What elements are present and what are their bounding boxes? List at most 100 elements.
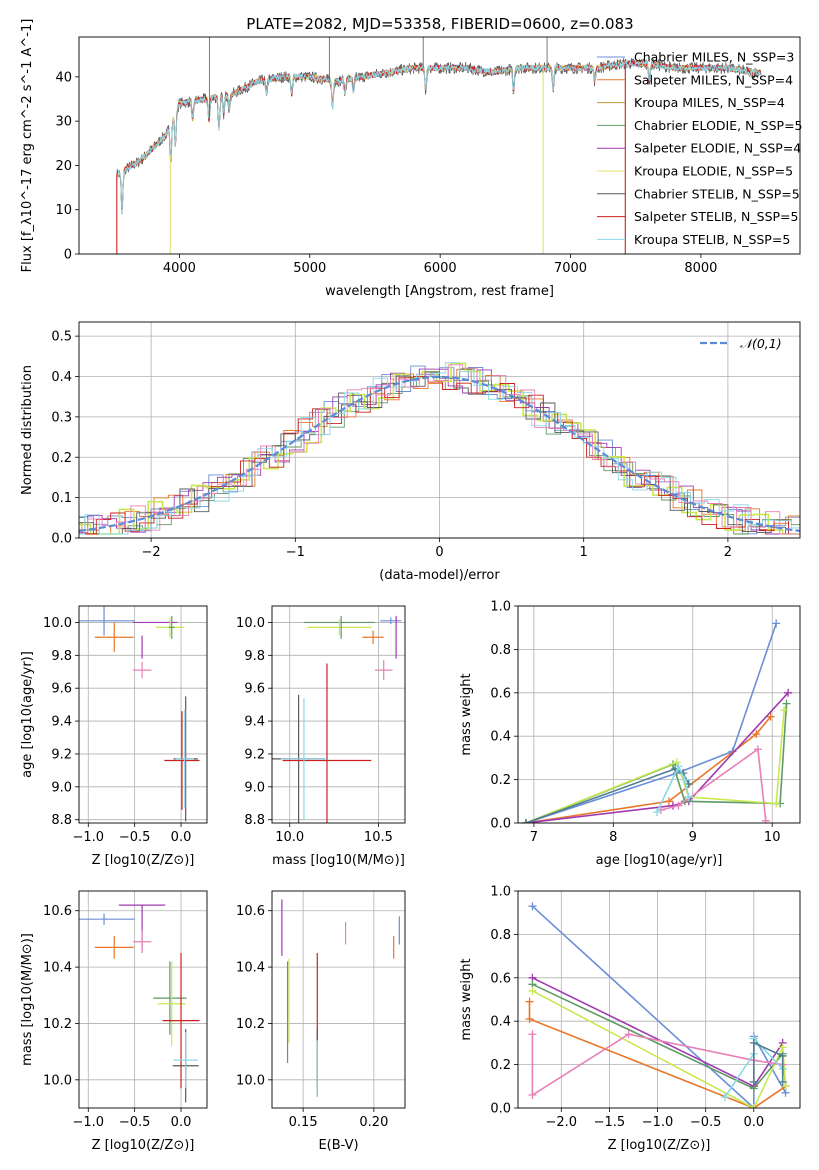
y-tick-label: 40	[55, 70, 72, 85]
y-tick-label: 0.4	[490, 1015, 511, 1030]
plus-marker	[664, 797, 673, 806]
y-tick-label: 0.0	[490, 817, 511, 832]
legend-label: Chabrier ELODIE, N_SSP=5	[634, 118, 803, 133]
residuals-panel: −2 −1 0 1 2 0.0 0.1 0.2 0.3 0.4 0.5 (data-model)/er…	[20, 321, 801, 583]
age-vs-mass-weight-panel: 7 8 9 10 0.0 0.2 0.4 0.6 0.8 1.0 age [log10(age/yr…	[459, 600, 801, 868]
y-tick-label: 0.6	[490, 971, 511, 986]
y-tick-label: 9.2	[244, 747, 265, 762]
residuals-legend: 𝒩(0,1)	[700, 336, 782, 351]
mass-vs-age-panel: 10.0 10.5 8.8 9.0 9.2 9.4 9.6 9.8 10.0 mass [log1…	[236, 605, 406, 868]
axes-frame	[78, 605, 208, 824]
z-vs-age-panel: −1.0 −0.5 0.0 8.8 9.0 9.2 9.4 9.6 9.8 10.0 Z [log1…	[20, 605, 208, 868]
y-tick-label: 0.6	[490, 686, 511, 701]
y-tick-label: 9.0	[51, 780, 72, 795]
plus-marker	[672, 758, 681, 767]
plus-marker	[778, 1077, 787, 1086]
plus-marker	[528, 1030, 537, 1039]
plus-marker	[525, 1015, 534, 1024]
x-tick-label: 1	[580, 545, 588, 560]
x-axis-label: Z [log10(Z/Z⊙)]	[608, 1138, 711, 1153]
histogram-step	[79, 362, 800, 535]
axes-frame	[517, 890, 801, 1109]
spectrum-legend: Chabrier MILES, N_SSP=3 Salpeter MILES, N…	[597, 50, 803, 247]
y-tick-label: 9.8	[244, 649, 265, 664]
y-tick-label: 0.4	[490, 730, 511, 745]
x-tick-label: −0.5	[690, 1115, 722, 1130]
ebv-vs-mass-plot-area	[281, 899, 400, 1097]
y-tick-label: 0.8	[490, 643, 511, 658]
y-tick-label: 0.0	[51, 532, 72, 547]
series-line	[525, 623, 777, 823]
plus-marker	[781, 1082, 790, 1091]
plus-marker	[749, 1038, 758, 1047]
y-tick-label: 8.8	[244, 813, 265, 828]
plus-marker	[778, 1043, 787, 1052]
error-point	[79, 913, 135, 925]
error-point	[164, 711, 200, 810]
y-tick-label: 9.8	[51, 649, 72, 664]
x-tick-label: 0.15	[289, 1115, 318, 1130]
y-tick-label: 10.4	[43, 961, 72, 976]
plus-marker	[521, 819, 530, 823]
legend-label: Kroupa ELODIE, N_SSP=5	[634, 164, 793, 179]
x-tick-label: 4000	[163, 261, 196, 276]
y-tick-label: 10.0	[43, 1073, 72, 1088]
x-axis-label: wavelength [Angstrom, rest frame]	[325, 284, 554, 299]
z-vs-mass-plot-area	[79, 904, 200, 1103]
y-tick-label: 10.0	[43, 616, 72, 631]
z-vs-mass-panel: −1.0 −0.5 0.0 10.0 10.2 10.4 10.6 Z [log10(Z/Z⊙…	[20, 890, 208, 1153]
x-tick-label: 0.0	[743, 1115, 764, 1130]
histogram-step	[79, 376, 800, 535]
x-tick-label: 2	[724, 545, 732, 560]
x-axis-label: E(B-V)	[318, 1138, 358, 1153]
x-tick-label: −0.5	[119, 1115, 151, 1130]
error-point	[307, 619, 372, 636]
series-line	[660, 747, 767, 821]
axes-frame	[78, 321, 801, 539]
plus-marker	[753, 745, 762, 754]
plus-marker	[784, 688, 793, 697]
plus-marker	[766, 712, 775, 721]
series-line	[525, 716, 772, 823]
x-axis-label: Z [log10(Z/Z⊙)]	[92, 853, 195, 868]
z-vs-mass-weight-panel: −2.0 −1.5 −1.0 −0.5 0.0 0.0 0.2 0.4 0.6 0.8 1.0 Z […	[459, 885, 801, 1153]
plus-marker	[752, 730, 761, 739]
y-tick-label: 10.6	[43, 904, 72, 919]
plus-marker	[528, 1090, 537, 1099]
figure-title: PLATE=2082, MJD=53358, FIBERID=0600, z=0…	[246, 15, 633, 33]
y-tick-label: 0.3	[51, 410, 72, 425]
plus-marker	[674, 762, 683, 771]
error-point	[94, 936, 134, 959]
legend-label: Kroupa MILES, N_SSP=4	[634, 95, 785, 110]
error-point	[132, 930, 152, 953]
x-tick-label: −2	[142, 545, 161, 560]
x-tick-label: 8000	[684, 261, 717, 276]
error-point	[282, 663, 372, 823]
plus-marker	[780, 706, 789, 715]
x-axis-label: age [log10(age/yr)]	[596, 853, 723, 868]
spectrum-plot-area	[116, 37, 762, 254]
plus-marker	[761, 816, 770, 823]
x-tick-label: 0.0	[171, 1115, 192, 1130]
y-tick-label: 20	[55, 159, 72, 174]
y-tick-label: 9.0	[244, 780, 265, 795]
y-tick-label: 1.0	[490, 885, 511, 900]
x-tick-label: −2.0	[546, 1115, 578, 1130]
x-tick-label: 6000	[424, 261, 457, 276]
y-tick-label: 0.0	[490, 1102, 511, 1117]
y-axis-label: Flux [f_λ10^-17 erg cm^-2 s^-1 A^-1]	[20, 19, 35, 273]
y-tick-label: 10.0	[236, 1073, 265, 1088]
y-tick-label: 0.2	[51, 451, 72, 466]
x-tick-label: 0	[435, 545, 443, 560]
error-point	[132, 661, 152, 679]
y-tick-label: 9.6	[51, 682, 72, 697]
y-tick-label: 10.2	[236, 1017, 265, 1032]
series-line	[752, 1041, 784, 1082]
x-tick-label: 10	[764, 830, 781, 845]
spectrum-panel: 4000 5000 6000 7000 8000 0 10 20 30 40 wavelength …	[20, 19, 803, 299]
y-tick-label: 0.2	[490, 1058, 511, 1073]
plus-marker	[680, 775, 689, 784]
y-tick-label: 8.8	[51, 813, 72, 828]
legend-label: 𝒩(0,1)	[740, 336, 782, 351]
axes-frame	[78, 36, 801, 255]
